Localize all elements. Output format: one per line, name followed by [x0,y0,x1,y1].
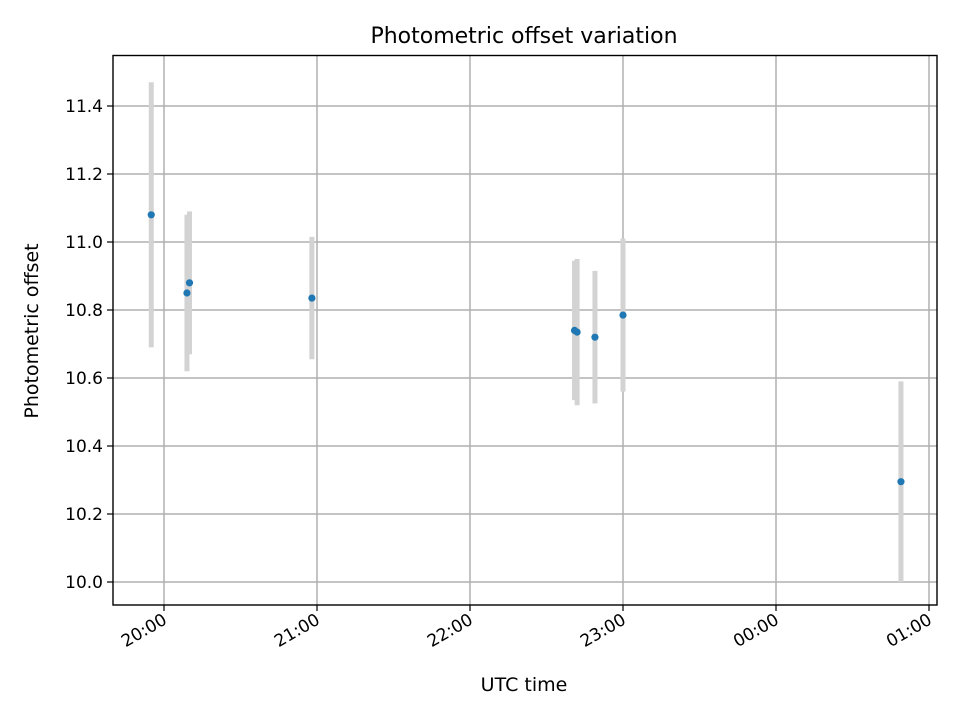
y-axis: 10.0 10.2 10.4 10.6 10.8 11.0 11.2 11.4 [65,97,113,593]
data-point [308,294,316,302]
grid-lines [113,55,937,605]
x-tick-label: 23:00 [577,610,629,652]
x-tick-label: 20:00 [118,610,170,652]
y-tick-label: 10.8 [65,301,103,321]
y-tick-label: 10.2 [65,505,103,525]
y-tick-label: 10.4 [65,437,103,457]
x-tick-label: 01:00 [883,610,935,652]
data-point [147,211,155,219]
y-tick-label: 11.4 [65,97,103,117]
y-tick-label: 10.6 [65,369,103,389]
chart-title: Photometric offset variation [370,24,677,49]
y-tick-label: 10.0 [65,573,103,593]
x-axis-label: UTC time [481,674,568,696]
data-point [183,289,191,297]
data-points [147,211,905,486]
plot-frame [112,54,938,606]
data-point [573,328,581,336]
y-tick-label: 11.0 [65,233,103,253]
x-axis: 20:00 21:00 22:00 23:00 00:00 01:00 [118,605,936,652]
data-point [619,311,627,319]
x-tick-label: 22:00 [424,610,476,652]
x-tick-label: 00:00 [730,610,782,652]
x-tick-label: 21:00 [271,610,323,652]
data-point [185,279,194,287]
y-tick-label: 11.2 [65,165,103,185]
error-bars [148,82,904,582]
data-point [897,478,905,486]
y-axis-label: Photometric offset [21,243,43,418]
data-point [591,333,599,341]
